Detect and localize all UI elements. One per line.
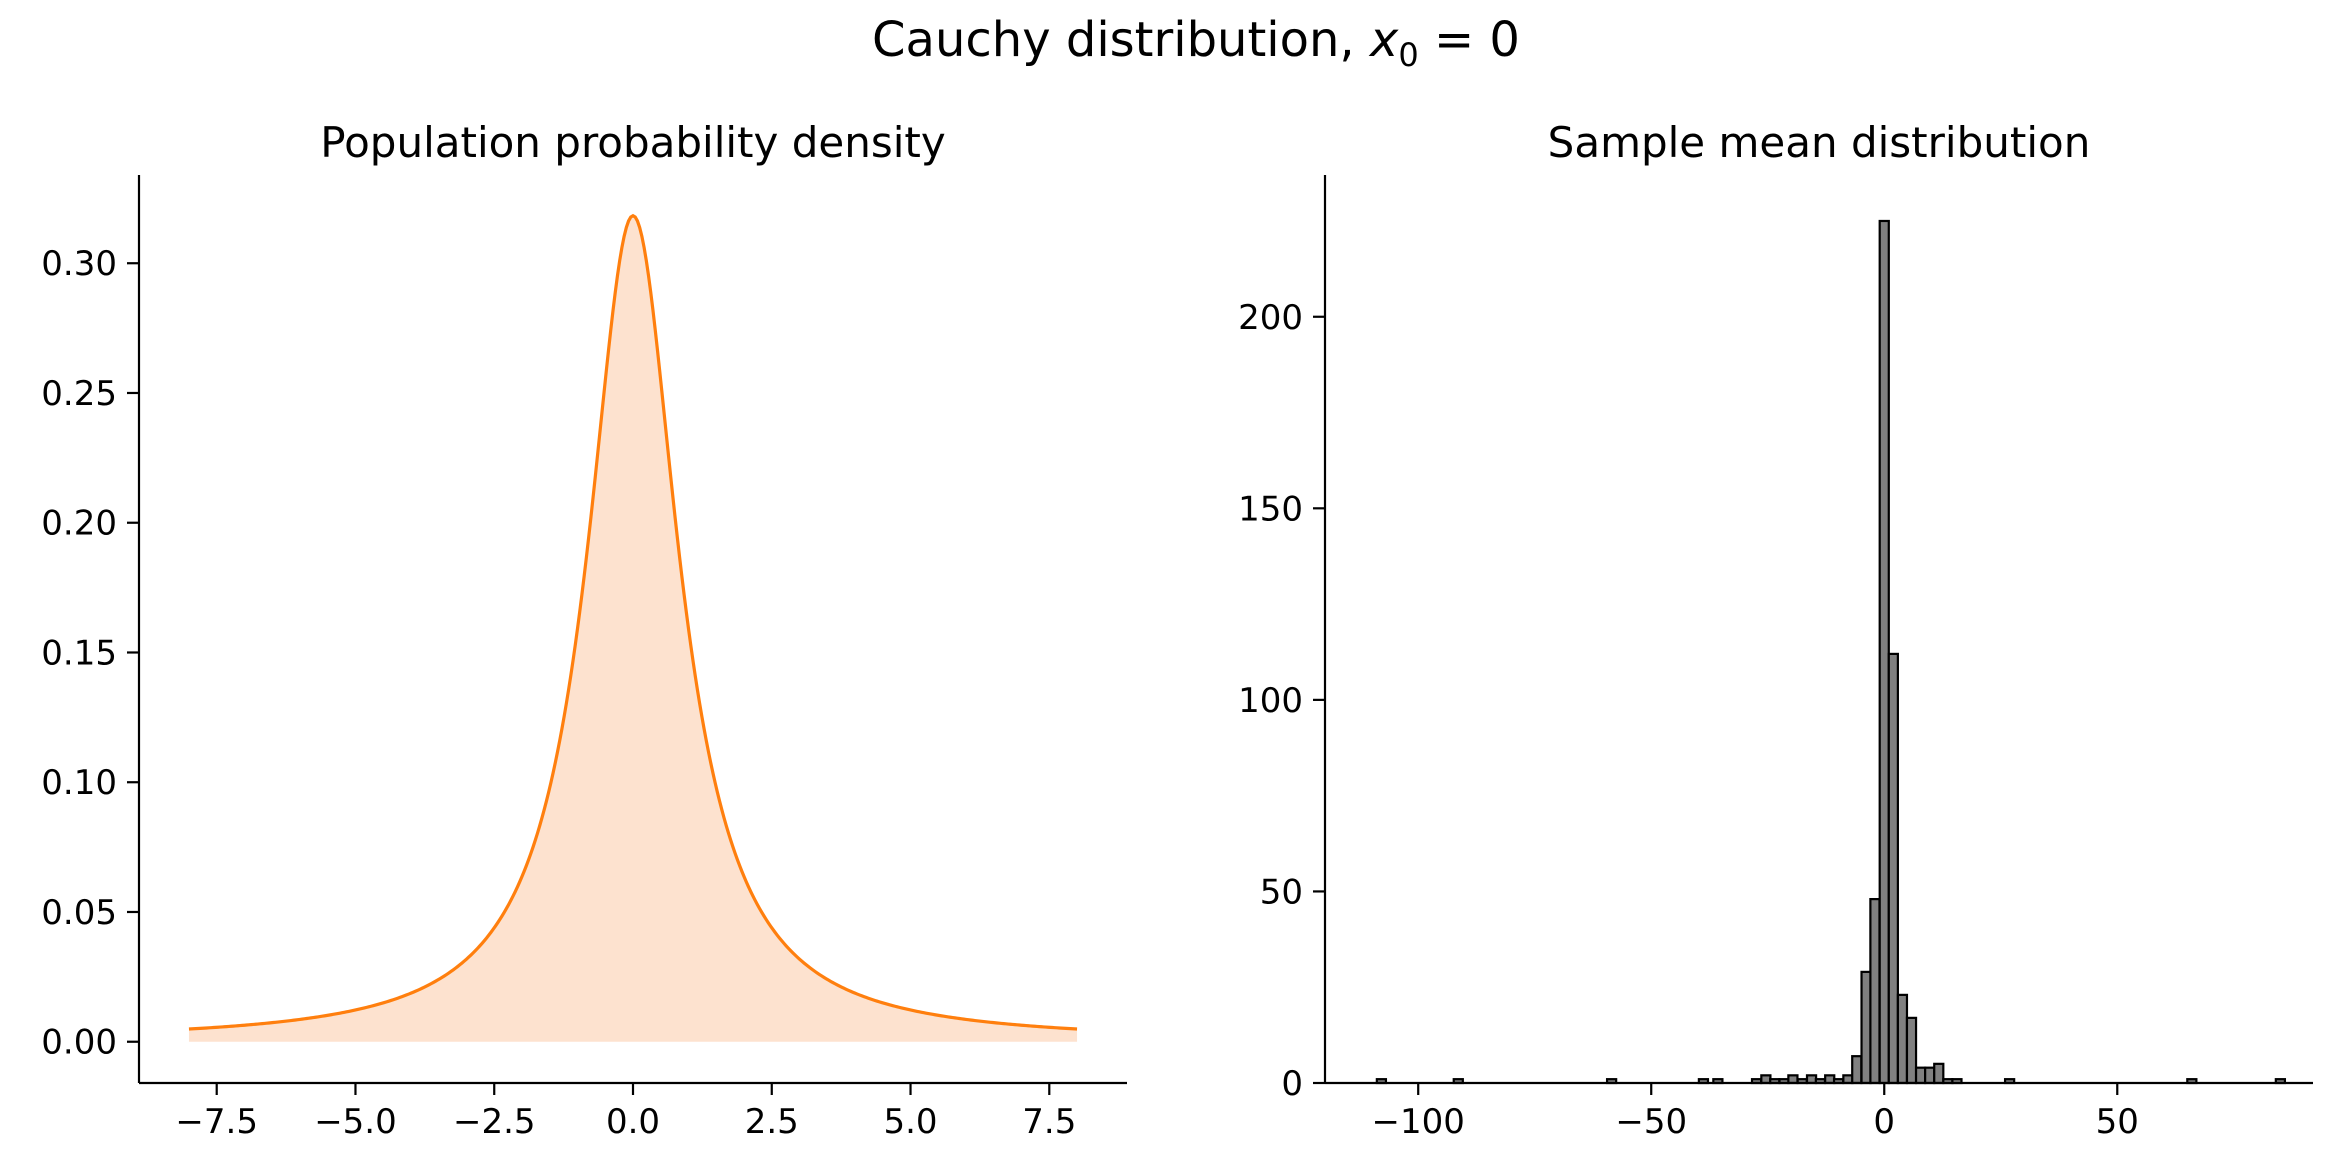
histogram-bar xyxy=(1842,1074,1854,1085)
density-y-ticks: 0.00 0.05 0.10 0.15 0.20 0.25 0.30 xyxy=(41,244,139,1063)
y-tick-label: 0.05 xyxy=(41,893,117,933)
histogram-bar xyxy=(1896,993,1909,1085)
y-tick-label: 0.15 xyxy=(41,633,117,673)
histogram-panel-title: Sample mean distribution xyxy=(1548,118,2091,167)
x-tick-label: 2.5 xyxy=(745,1102,799,1142)
histogram-bar xyxy=(1760,1074,1772,1085)
histogram-bar xyxy=(1824,1074,1836,1085)
histogram-bar xyxy=(1887,652,1899,1085)
y-tick-label: 100 xyxy=(1238,681,1303,721)
figure-title-subscript: 0 xyxy=(1398,36,1418,74)
x-tick-label: −50 xyxy=(1615,1102,1687,1142)
histogram-bar xyxy=(1860,970,1872,1085)
histogram-bar xyxy=(1924,1066,1936,1085)
histogram-bar xyxy=(1878,219,1890,1085)
x-tick-label: 0 xyxy=(1873,1102,1895,1142)
y-tick-label: 0.10 xyxy=(41,763,117,803)
y-tick-label: 0 xyxy=(1281,1064,1303,1104)
density-x-ticks: −7.5 −5.0 −2.5 0.0 2.5 5.0 7.5 xyxy=(175,1083,1076,1142)
y-tick-label: 150 xyxy=(1238,489,1303,529)
histogram-bar xyxy=(1787,1074,1799,1085)
histogram-bars xyxy=(1375,219,2287,1085)
x-tick-label: −7.5 xyxy=(175,1102,258,1142)
histogram-bar xyxy=(1805,1074,1818,1085)
figure-title-prefix: Cauchy distribution, xyxy=(872,12,1370,68)
density-panel: Population probability density −7.5 −5.0−… xyxy=(41,118,1127,1142)
figure-title: Cauchy distribution, x0 = 0 xyxy=(872,12,1520,74)
figure-title-suffix: = 0 xyxy=(1419,12,1520,68)
histogram-x-ticks: −100 −50 0 50 xyxy=(1372,1083,2139,1142)
y-tick-label: 50 xyxy=(1260,872,1303,912)
x-tick-label: 5.0 xyxy=(883,1102,937,1142)
histogram-y-ticks: 0 50 100 150 200 xyxy=(1238,298,1325,1104)
x-tick-label: 7.5 xyxy=(1022,1102,1076,1142)
density-marks xyxy=(188,213,1078,1042)
histogram-bar xyxy=(1933,1062,1945,1085)
x-tick-label: 50 xyxy=(2096,1102,2139,1142)
x-tick-label: −5.0 xyxy=(314,1102,397,1142)
y-tick-label: 0.30 xyxy=(41,244,117,284)
y-tick-label: 200 xyxy=(1238,298,1303,338)
histogram-panel: Sample mean distribution −100 −50 0 50 0 50 1… xyxy=(1238,118,2313,1142)
density-panel-title: Population probability density xyxy=(320,118,945,167)
y-tick-label: 0.00 xyxy=(41,1023,117,1063)
density-fill-area xyxy=(188,215,1078,1042)
histogram-bar xyxy=(1905,1016,1918,1085)
y-tick-label: 0.25 xyxy=(41,374,117,414)
figure-title-variable: x xyxy=(1368,12,1399,68)
histogram-bar xyxy=(1914,1066,1927,1085)
x-tick-label: −100 xyxy=(1372,1102,1465,1142)
y-tick-label: 0.20 xyxy=(41,504,117,544)
x-tick-label: 0.0 xyxy=(606,1102,660,1142)
histogram-bar xyxy=(1869,897,1881,1085)
density-curve-line xyxy=(188,213,1078,1031)
x-tick-label: −2.5 xyxy=(453,1102,536,1142)
histogram-bar xyxy=(1851,1055,1863,1085)
